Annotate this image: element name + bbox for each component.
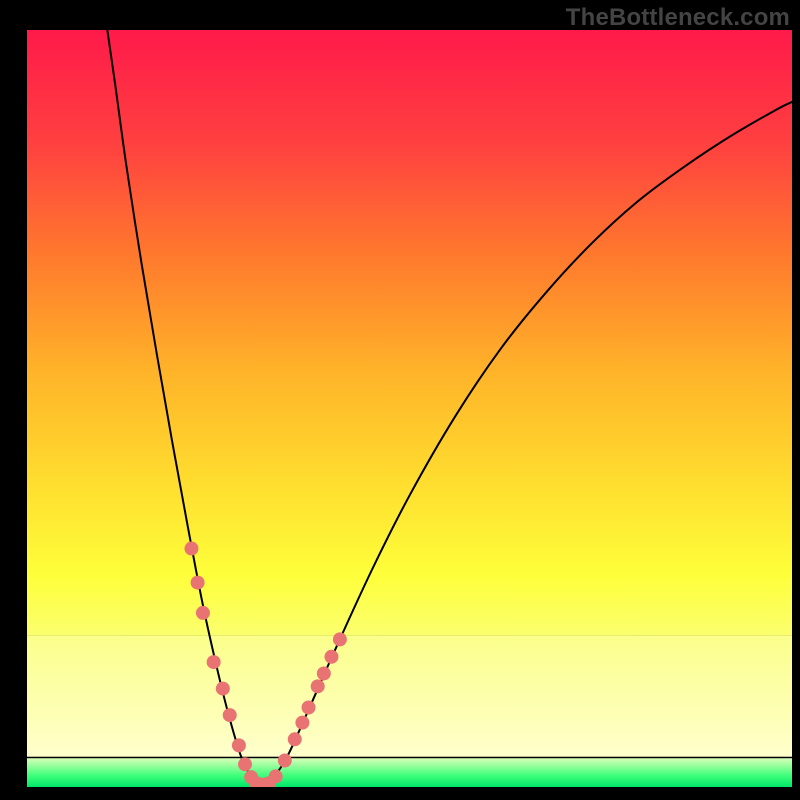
data-marker xyxy=(295,716,309,730)
plot-area xyxy=(27,30,792,787)
data-marker xyxy=(311,679,325,693)
data-marker xyxy=(333,632,347,646)
data-marker xyxy=(238,757,252,771)
data-marker xyxy=(269,769,283,783)
data-marker xyxy=(223,708,237,722)
data-marker xyxy=(324,650,338,664)
bg-gradient-green xyxy=(27,758,792,787)
data-marker xyxy=(288,732,302,746)
data-marker xyxy=(317,666,331,680)
data-marker xyxy=(207,655,221,669)
watermark-text: TheBottleneck.com xyxy=(566,4,790,32)
data-marker xyxy=(232,738,246,752)
data-marker xyxy=(216,682,230,696)
data-marker xyxy=(196,606,210,620)
data-marker xyxy=(278,754,292,768)
bg-gradient-main xyxy=(27,30,792,636)
bottleneck-chart xyxy=(27,30,792,787)
bg-gradient-pale xyxy=(27,636,792,757)
data-marker xyxy=(302,701,316,715)
chart-frame: TheBottleneck.com xyxy=(0,0,800,800)
data-marker xyxy=(184,542,198,556)
data-marker xyxy=(191,576,205,590)
